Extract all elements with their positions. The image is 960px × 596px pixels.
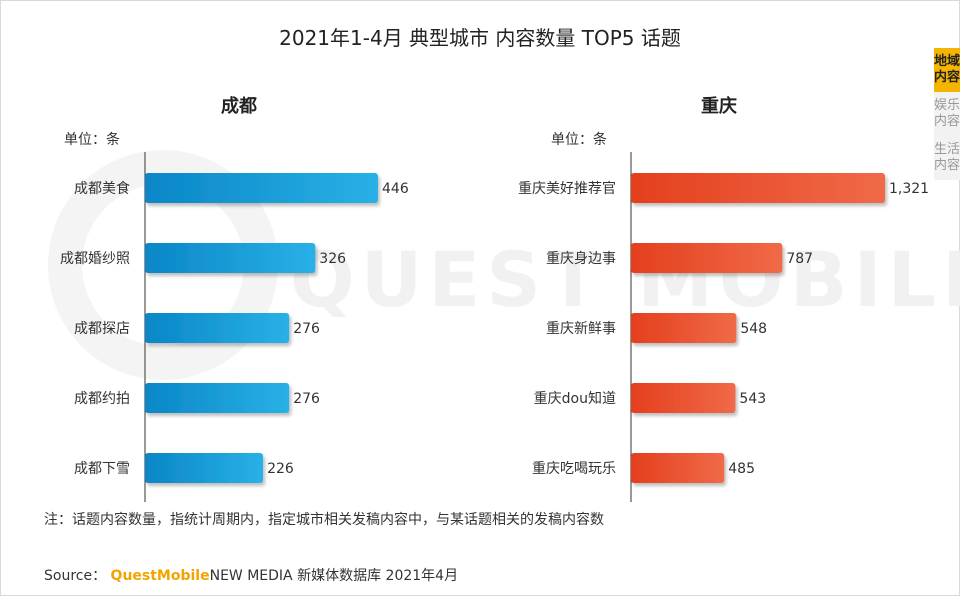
chengdu-value-label-3: 276 [293, 321, 320, 337]
chongqing-category-label-3: 重庆新鲜事 [546, 321, 616, 337]
chart-title: 2021年1-4月 典型城市 内容数量 TOP5 话题 [279, 26, 681, 50]
chengdu-bar-1 [145, 173, 378, 203]
chengdu-value-label-5: 226 [267, 461, 294, 477]
chongqing-unit-label: 单位：条 [551, 132, 607, 148]
chengdu-value-label-2: 326 [319, 251, 346, 267]
watermark-text: QUEST MOBILE [290, 235, 960, 324]
side-tabs: 地域内容 娱乐内容 生活内容 [934, 48, 960, 180]
chongqing-bar-4 [631, 383, 736, 413]
chengdu-category-label-4: 成都约拍 [74, 391, 130, 407]
source-prefix: Source： [44, 568, 107, 584]
tab-entertainment-content[interactable]: 娱乐内容 [934, 92, 960, 136]
chengdu-title: 成都 [221, 96, 257, 117]
chongqing-category-label-1: 重庆美好推荐官 [518, 181, 616, 197]
chongqing-value-label-3: 548 [740, 321, 767, 337]
chengdu-unit-label: 单位：条 [64, 132, 120, 148]
chongqing-bar-3 [631, 313, 737, 343]
chengdu-value-label-4: 276 [293, 391, 320, 407]
chongqing-title: 重庆 [701, 96, 737, 117]
chongqing-category-label-2: 重庆身边事 [546, 251, 616, 267]
chengdu-category-label-2: 成都婚纱照 [60, 251, 130, 267]
source-brand: QuestMobile [110, 568, 210, 584]
chongqing-value-label-5: 485 [728, 461, 755, 477]
chongqing-value-label-2: 787 [786, 251, 813, 267]
footnote: 注：话题内容数量，指统计周期内，指定城市相关发稿内容中，与某话题相关的发稿内容数 [44, 512, 604, 528]
chengdu-value-label-1: 446 [382, 181, 409, 197]
chengdu-bar-3 [145, 313, 290, 343]
chengdu-category-label-3: 成都探店 [74, 321, 130, 337]
tab-life-content[interactable]: 生活内容 [934, 136, 960, 180]
source-line: Source： QuestMobileNEW MEDIA 新媒体数据库 2021… [44, 565, 458, 585]
chengdu-bar-5 [145, 453, 264, 483]
tab-regional-content[interactable]: 地域内容 [934, 48, 960, 92]
chongqing-bar-1 [631, 173, 885, 203]
chongqing-bar-5 [631, 453, 725, 483]
chongqing-bar-2 [631, 243, 783, 273]
chongqing-value-label-1: 1,321 [889, 181, 929, 197]
chengdu-category-label-5: 成都下雪 [74, 461, 130, 477]
chongqing-category-label-4: 重庆dou知道 [534, 390, 616, 407]
source-suffix: NEW MEDIA 新媒体数据库 2021年4月 [209, 568, 459, 584]
chongqing-value-label-4: 543 [739, 391, 766, 407]
chongqing-category-label-5: 重庆吃喝玩乐 [532, 461, 616, 477]
chengdu-bar-2 [145, 243, 316, 273]
chengdu-category-label-1: 成都美食 [74, 180, 130, 197]
chengdu-bar-4 [145, 383, 290, 413]
